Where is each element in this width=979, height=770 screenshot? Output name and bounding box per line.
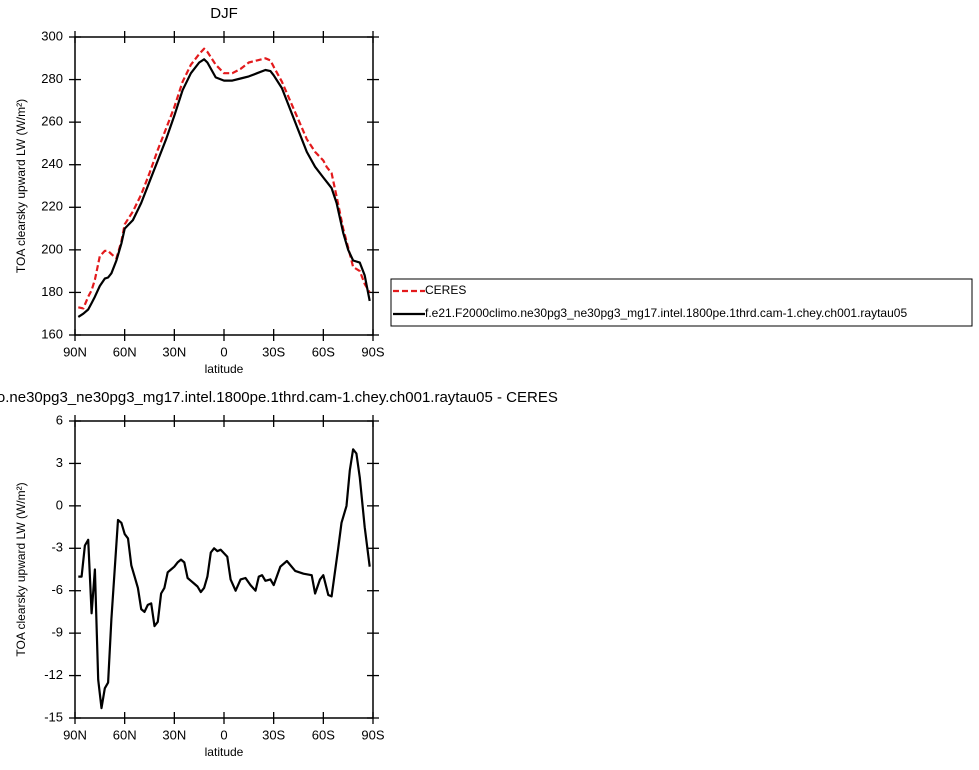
x-tick-label: 90S <box>361 727 384 742</box>
chart-title: DJF <box>210 5 238 22</box>
x-axis-label: latitude <box>205 362 244 376</box>
y-tick-label: 0 <box>56 497 63 512</box>
x-tick-label: 90N <box>63 727 87 742</box>
y-tick-label: 180 <box>41 284 63 299</box>
legend-label: CERES <box>425 283 466 297</box>
legend-box <box>390 278 973 327</box>
x-tick-label: 30S <box>262 344 285 359</box>
y-tick-label: 200 <box>41 241 63 256</box>
x-tick-label: 90N <box>63 344 87 359</box>
y-tick-label: 280 <box>41 71 63 86</box>
y-tick-label: -12 <box>44 667 63 682</box>
y-tick-label: -15 <box>44 709 63 724</box>
x-tick-label: 30N <box>162 344 186 359</box>
data-line <box>78 47 371 310</box>
y-tick-label: 260 <box>41 114 63 129</box>
x-tick-label: 30S <box>262 727 285 742</box>
y-tick-label: 300 <box>41 28 63 43</box>
y-tick-label: 220 <box>41 199 63 214</box>
x-tick-label: 0 <box>220 344 227 359</box>
x-tick-label: 30N <box>162 727 186 742</box>
y-axis-label: TOA clearsky upward LW (W/m²) <box>14 99 28 273</box>
chart-title: f.e21.F2000climo.ne30pg3_ne30pg3_mg17.in… <box>0 389 558 406</box>
x-tick-label: 0 <box>220 727 227 742</box>
y-tick-label: 160 <box>41 326 63 341</box>
data-line <box>78 448 371 710</box>
x-tick-label: 60S <box>312 727 335 742</box>
data-line <box>77 58 371 318</box>
y-tick-label: 6 <box>56 412 63 427</box>
y-tick-label: -6 <box>51 582 63 597</box>
plot-frame <box>74 420 374 719</box>
plot-frame <box>74 36 374 336</box>
legend-label: f.e21.F2000climo.ne30pg3_ne30pg3_mg17.in… <box>425 306 907 320</box>
y-axis-label: TOA clearsky upward LW (W/m²) <box>14 482 28 656</box>
x-tick-label: 60S <box>312 344 335 359</box>
y-tick-label: 3 <box>56 455 63 470</box>
x-tick-label: 60N <box>113 344 137 359</box>
y-tick-label: -9 <box>51 625 63 640</box>
x-axis-label: latitude <box>205 745 244 759</box>
y-tick-label: 240 <box>41 156 63 171</box>
x-tick-label: 90S <box>361 344 384 359</box>
x-tick-label: 60N <box>113 727 137 742</box>
y-tick-label: -3 <box>51 540 63 555</box>
